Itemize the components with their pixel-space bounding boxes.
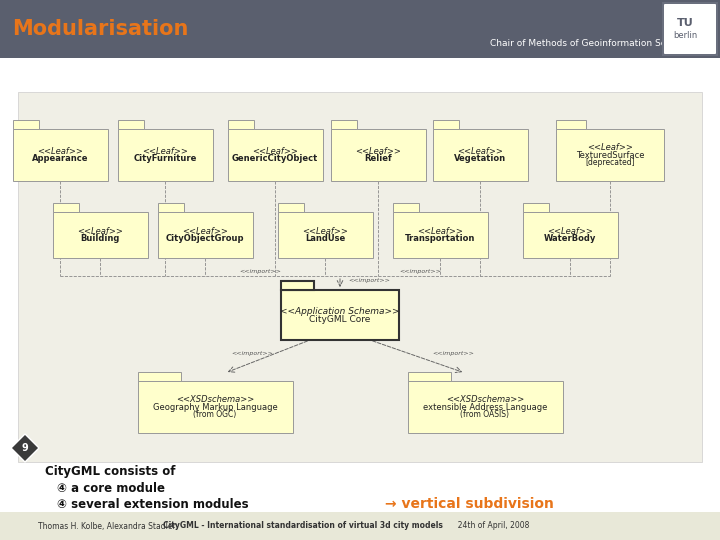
Bar [0, 512, 720, 540]
Text: Geography Markup Language: Geography Markup Language [153, 402, 277, 411]
Bar [53, 212, 148, 258]
Bar [330, 129, 426, 181]
Bar [281, 290, 399, 340]
Polygon shape [11, 434, 39, 462]
Text: ④ a core module: ④ a core module [57, 482, 165, 495]
Bar [138, 381, 292, 433]
Text: Relief: Relief [364, 154, 392, 163]
Text: <<import>>: <<import>> [399, 269, 441, 274]
Text: CityFurniture: CityFurniture [133, 154, 197, 163]
Text: <<Leaf>>: <<Leaf>> [37, 147, 83, 156]
Bar [556, 120, 586, 129]
Text: <<Leaf>>: <<Leaf>> [587, 143, 633, 152]
Bar [158, 212, 253, 258]
Text: <<Leaf>>: <<Leaf>> [302, 227, 348, 236]
FancyBboxPatch shape [664, 4, 716, 54]
Bar [433, 120, 459, 129]
Text: Appearance: Appearance [32, 154, 89, 163]
Text: <<Leaf>>: <<Leaf>> [547, 227, 593, 236]
Bar [433, 129, 528, 181]
Bar [408, 381, 562, 433]
Bar [12, 120, 39, 129]
Bar [277, 203, 304, 212]
Text: Chair of Methods of Geoinformation Science: Chair of Methods of Geoinformation Scien… [490, 39, 690, 49]
Text: (from OASIS): (from OASIS) [461, 410, 510, 419]
Text: <<XSDschema>>: <<XSDschema>> [176, 395, 254, 404]
Bar [523, 212, 618, 258]
Text: (from OGC): (from OGC) [194, 410, 237, 419]
Text: berlin: berlin [673, 30, 697, 39]
Text: <<Leaf>>: <<Leaf>> [252, 147, 298, 156]
Text: <<import>>: <<import>> [239, 269, 281, 274]
Text: CityObjectGroup: CityObjectGroup [166, 234, 244, 243]
Bar [523, 203, 549, 212]
Text: WaterBody: WaterBody [544, 234, 596, 243]
Text: Thomas H. Kolbe, Alexandra Stadler:: Thomas H. Kolbe, Alexandra Stadler: [38, 522, 181, 530]
Text: <<import>>: <<import>> [231, 351, 273, 356]
Text: <<XSDschema>>: <<XSDschema>> [446, 395, 524, 404]
Bar [330, 120, 357, 129]
Bar [228, 129, 323, 181]
Bar [392, 203, 419, 212]
Text: ④ several extension modules: ④ several extension modules [57, 497, 248, 510]
Text: <<Application Schema>>: <<Application Schema>> [280, 307, 400, 315]
Bar [117, 129, 212, 181]
Bar [18, 92, 702, 462]
Text: <<Leaf>>: <<Leaf>> [457, 147, 503, 156]
Text: <<Leaf>>: <<Leaf>> [182, 227, 228, 236]
Text: <<Leaf>>: <<Leaf>> [417, 227, 463, 236]
Text: Vegetation: Vegetation [454, 154, 506, 163]
Bar [556, 129, 664, 181]
Bar [53, 203, 79, 212]
Text: LandUse: LandUse [305, 234, 345, 243]
Bar [228, 120, 254, 129]
Bar [0, 0, 720, 58]
Text: CityGML consists of: CityGML consists of [45, 465, 176, 478]
Text: TU: TU [677, 18, 693, 28]
Text: Modularisation: Modularisation [12, 19, 189, 39]
Text: → vertical subdivision: → vertical subdivision [385, 497, 554, 511]
Bar [281, 281, 314, 290]
Bar [158, 203, 184, 212]
Text: CityGML - International standardisation of virtual 3d city models: CityGML - International standardisation … [163, 522, 443, 530]
Bar [392, 212, 487, 258]
Bar [138, 372, 181, 381]
Text: CityGML Core: CityGML Core [310, 314, 371, 323]
Text: <<Leaf>>: <<Leaf>> [77, 227, 123, 236]
Text: extensible Address Language: extensible Address Language [423, 402, 547, 411]
Bar [117, 120, 144, 129]
Text: <<Leaf>>: <<Leaf>> [355, 147, 401, 156]
Text: GenericCityObject: GenericCityObject [232, 154, 318, 163]
Text: TexturedSurface: TexturedSurface [576, 151, 644, 159]
Text: 24th of April, 2008: 24th of April, 2008 [453, 522, 529, 530]
Text: [deprecated]: [deprecated] [585, 158, 635, 167]
Bar [277, 212, 372, 258]
Bar [12, 129, 107, 181]
Text: 9: 9 [22, 443, 28, 453]
Text: <<import>>: <<import>> [348, 278, 390, 283]
Text: <<import>>: <<import>> [432, 351, 474, 356]
Bar [408, 372, 451, 381]
Text: Transportation: Transportation [405, 234, 475, 243]
Text: Building: Building [81, 234, 120, 243]
Text: <<Leaf>>: <<Leaf>> [142, 147, 188, 156]
Bar [662, 2, 718, 56]
